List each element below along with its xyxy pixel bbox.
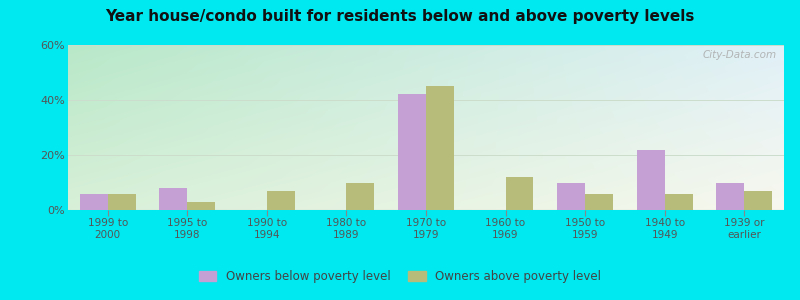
Text: Year house/condo built for residents below and above poverty levels: Year house/condo built for residents bel… (106, 9, 694, 24)
Bar (637, 149, 665, 210)
Bar (159, 188, 187, 210)
Bar (267, 191, 294, 210)
Bar (716, 182, 744, 210)
Bar (80, 194, 108, 210)
Bar (108, 194, 136, 210)
Bar (398, 94, 426, 210)
Bar (585, 194, 613, 210)
Text: City-Data.com: City-Data.com (702, 50, 777, 60)
Legend: Owners below poverty level, Owners above poverty level: Owners below poverty level, Owners above… (194, 266, 606, 288)
Bar (506, 177, 534, 210)
Bar (665, 194, 693, 210)
Bar (426, 86, 454, 210)
Bar (744, 191, 772, 210)
Bar (558, 182, 585, 210)
Bar (187, 202, 215, 210)
Bar (346, 182, 374, 210)
